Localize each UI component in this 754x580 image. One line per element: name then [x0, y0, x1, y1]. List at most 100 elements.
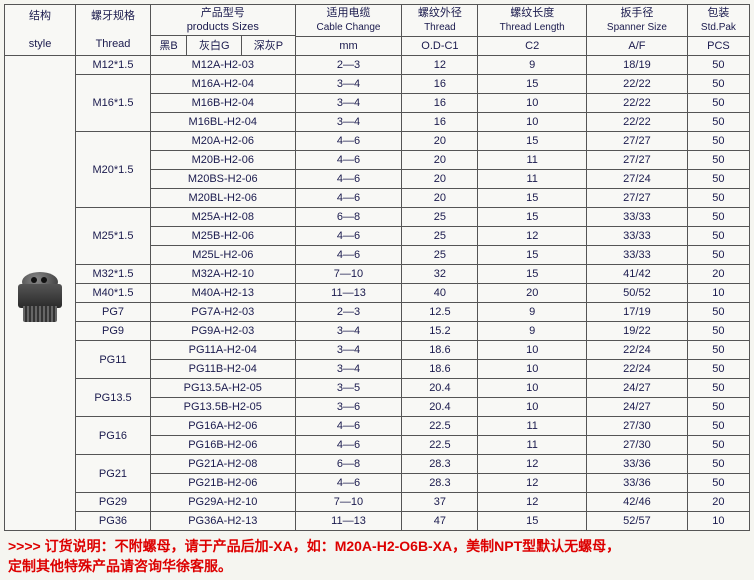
- data-cell: 18.6: [402, 360, 478, 379]
- data-cell: 15: [478, 75, 587, 94]
- data-cell: 7—10: [295, 265, 402, 284]
- table-row: PG11PG11A-H2-043—418.61022/2450: [5, 341, 750, 360]
- data-cell: 24/27: [587, 398, 688, 417]
- model-cell: PG36A-H2-13: [151, 512, 296, 531]
- model-cell: PG13.5A-H2-05: [151, 379, 296, 398]
- model-cell: M20B-H2-06: [151, 151, 296, 170]
- data-cell: 37: [402, 493, 478, 512]
- thread-cell: PG29: [76, 493, 151, 512]
- data-cell: 15.2: [402, 322, 478, 341]
- data-cell: 20: [402, 132, 478, 151]
- hdr-sizes: 产品型号products Sizes: [151, 5, 296, 36]
- model-cell: PG13.5B-H2-05: [151, 398, 296, 417]
- data-cell: 50: [687, 341, 749, 360]
- hdr-pack: 包装Std.Pak: [687, 5, 749, 37]
- data-cell: 3—6: [295, 398, 402, 417]
- hdr-len: 螺纹长度Thread Length: [478, 5, 587, 37]
- data-cell: 18.6: [402, 341, 478, 360]
- model-cell: M16BL-H2-04: [151, 113, 296, 132]
- data-cell: 50: [687, 170, 749, 189]
- data-cell: 10: [478, 113, 587, 132]
- data-cell: 18/19: [587, 56, 688, 75]
- data-cell: 50: [687, 455, 749, 474]
- data-cell: 24/27: [587, 379, 688, 398]
- data-cell: 20: [402, 170, 478, 189]
- model-cell: M16A-H2-04: [151, 75, 296, 94]
- data-cell: 4—6: [295, 474, 402, 493]
- data-cell: 11: [478, 151, 587, 170]
- data-cell: 41/42: [587, 265, 688, 284]
- thread-cell: PG36: [76, 512, 151, 531]
- table-header: 结构style 螺牙规格Thread 产品型号products Sizes 适用…: [5, 5, 750, 56]
- data-cell: 22/22: [587, 113, 688, 132]
- data-cell: 12: [478, 455, 587, 474]
- data-cell: 4—6: [295, 417, 402, 436]
- hdr-thread: 螺牙规格Thread: [76, 5, 151, 56]
- data-cell: 25: [402, 227, 478, 246]
- data-cell: 10: [478, 341, 587, 360]
- model-cell: PG11A-H2-04: [151, 341, 296, 360]
- data-cell: 22/24: [587, 360, 688, 379]
- data-cell: 28.3: [402, 455, 478, 474]
- data-cell: 27/30: [587, 417, 688, 436]
- data-cell: 3—4: [295, 360, 402, 379]
- data-cell: 33/33: [587, 208, 688, 227]
- data-cell: 27/24: [587, 170, 688, 189]
- data-cell: 22.5: [402, 417, 478, 436]
- table-row: PG21PG21A-H2-086—828.31233/3650: [5, 455, 750, 474]
- thread-cell: M25*1.5: [76, 208, 151, 265]
- model-cell: M25B-H2-06: [151, 227, 296, 246]
- table-row: M32*1.5M32A-H2-107—10321541/4220: [5, 265, 750, 284]
- data-cell: 9: [478, 303, 587, 322]
- model-cell: M20BL-H2-06: [151, 189, 296, 208]
- data-cell: 12: [478, 493, 587, 512]
- data-cell: 50: [687, 379, 749, 398]
- data-cell: 50: [687, 474, 749, 493]
- hdr-span-u: A/F: [587, 37, 688, 56]
- data-cell: 27/27: [587, 151, 688, 170]
- data-cell: 4—6: [295, 227, 402, 246]
- model-cell: M16B-H2-04: [151, 94, 296, 113]
- data-cell: 50: [687, 360, 749, 379]
- hdr-gray: 灰白G: [187, 36, 242, 56]
- table-row: M40*1.5M40A-H2-1311—13402050/5210: [5, 284, 750, 303]
- hdr-span: 扳手径Spanner Size: [587, 5, 688, 37]
- thread-cell: PG9: [76, 322, 151, 341]
- data-cell: 50: [687, 113, 749, 132]
- data-cell: 15: [478, 265, 587, 284]
- data-cell: 15: [478, 189, 587, 208]
- data-cell: 20: [478, 284, 587, 303]
- thread-cell: PG7: [76, 303, 151, 322]
- data-cell: 15: [478, 208, 587, 227]
- data-cell: 4—6: [295, 436, 402, 455]
- hdr-darkgray: 深灰P: [242, 36, 295, 56]
- data-cell: 12: [478, 227, 587, 246]
- data-cell: 12: [402, 56, 478, 75]
- data-cell: 12.5: [402, 303, 478, 322]
- hdr-pack-u: PCS: [687, 37, 749, 56]
- spec-table: 结构style 螺牙规格Thread 产品型号products Sizes 适用…: [4, 4, 750, 531]
- data-cell: 50: [687, 75, 749, 94]
- table-body: M12*1.5M12A-H2-032—312918/1950M16*1.5M16…: [5, 56, 750, 531]
- data-cell: 20: [402, 189, 478, 208]
- thread-cell: PG11: [76, 341, 151, 379]
- data-cell: 50: [687, 436, 749, 455]
- data-cell: 12: [478, 474, 587, 493]
- table-row: PG13.5PG13.5A-H2-053—520.41024/2750: [5, 379, 750, 398]
- data-cell: 6—8: [295, 455, 402, 474]
- thread-cell: M12*1.5: [76, 56, 151, 75]
- data-cell: 9: [478, 322, 587, 341]
- data-cell: 15: [478, 246, 587, 265]
- data-cell: 22/22: [587, 94, 688, 113]
- data-cell: 4—6: [295, 151, 402, 170]
- data-cell: 50: [687, 151, 749, 170]
- data-cell: 10: [478, 360, 587, 379]
- hdr-style: 结构style: [5, 5, 76, 56]
- data-cell: 20: [687, 493, 749, 512]
- gland-icon: [16, 266, 64, 320]
- data-cell: 25: [402, 246, 478, 265]
- data-cell: 3—4: [295, 341, 402, 360]
- data-cell: 4—6: [295, 132, 402, 151]
- data-cell: 20.4: [402, 398, 478, 417]
- data-cell: 3—4: [295, 322, 402, 341]
